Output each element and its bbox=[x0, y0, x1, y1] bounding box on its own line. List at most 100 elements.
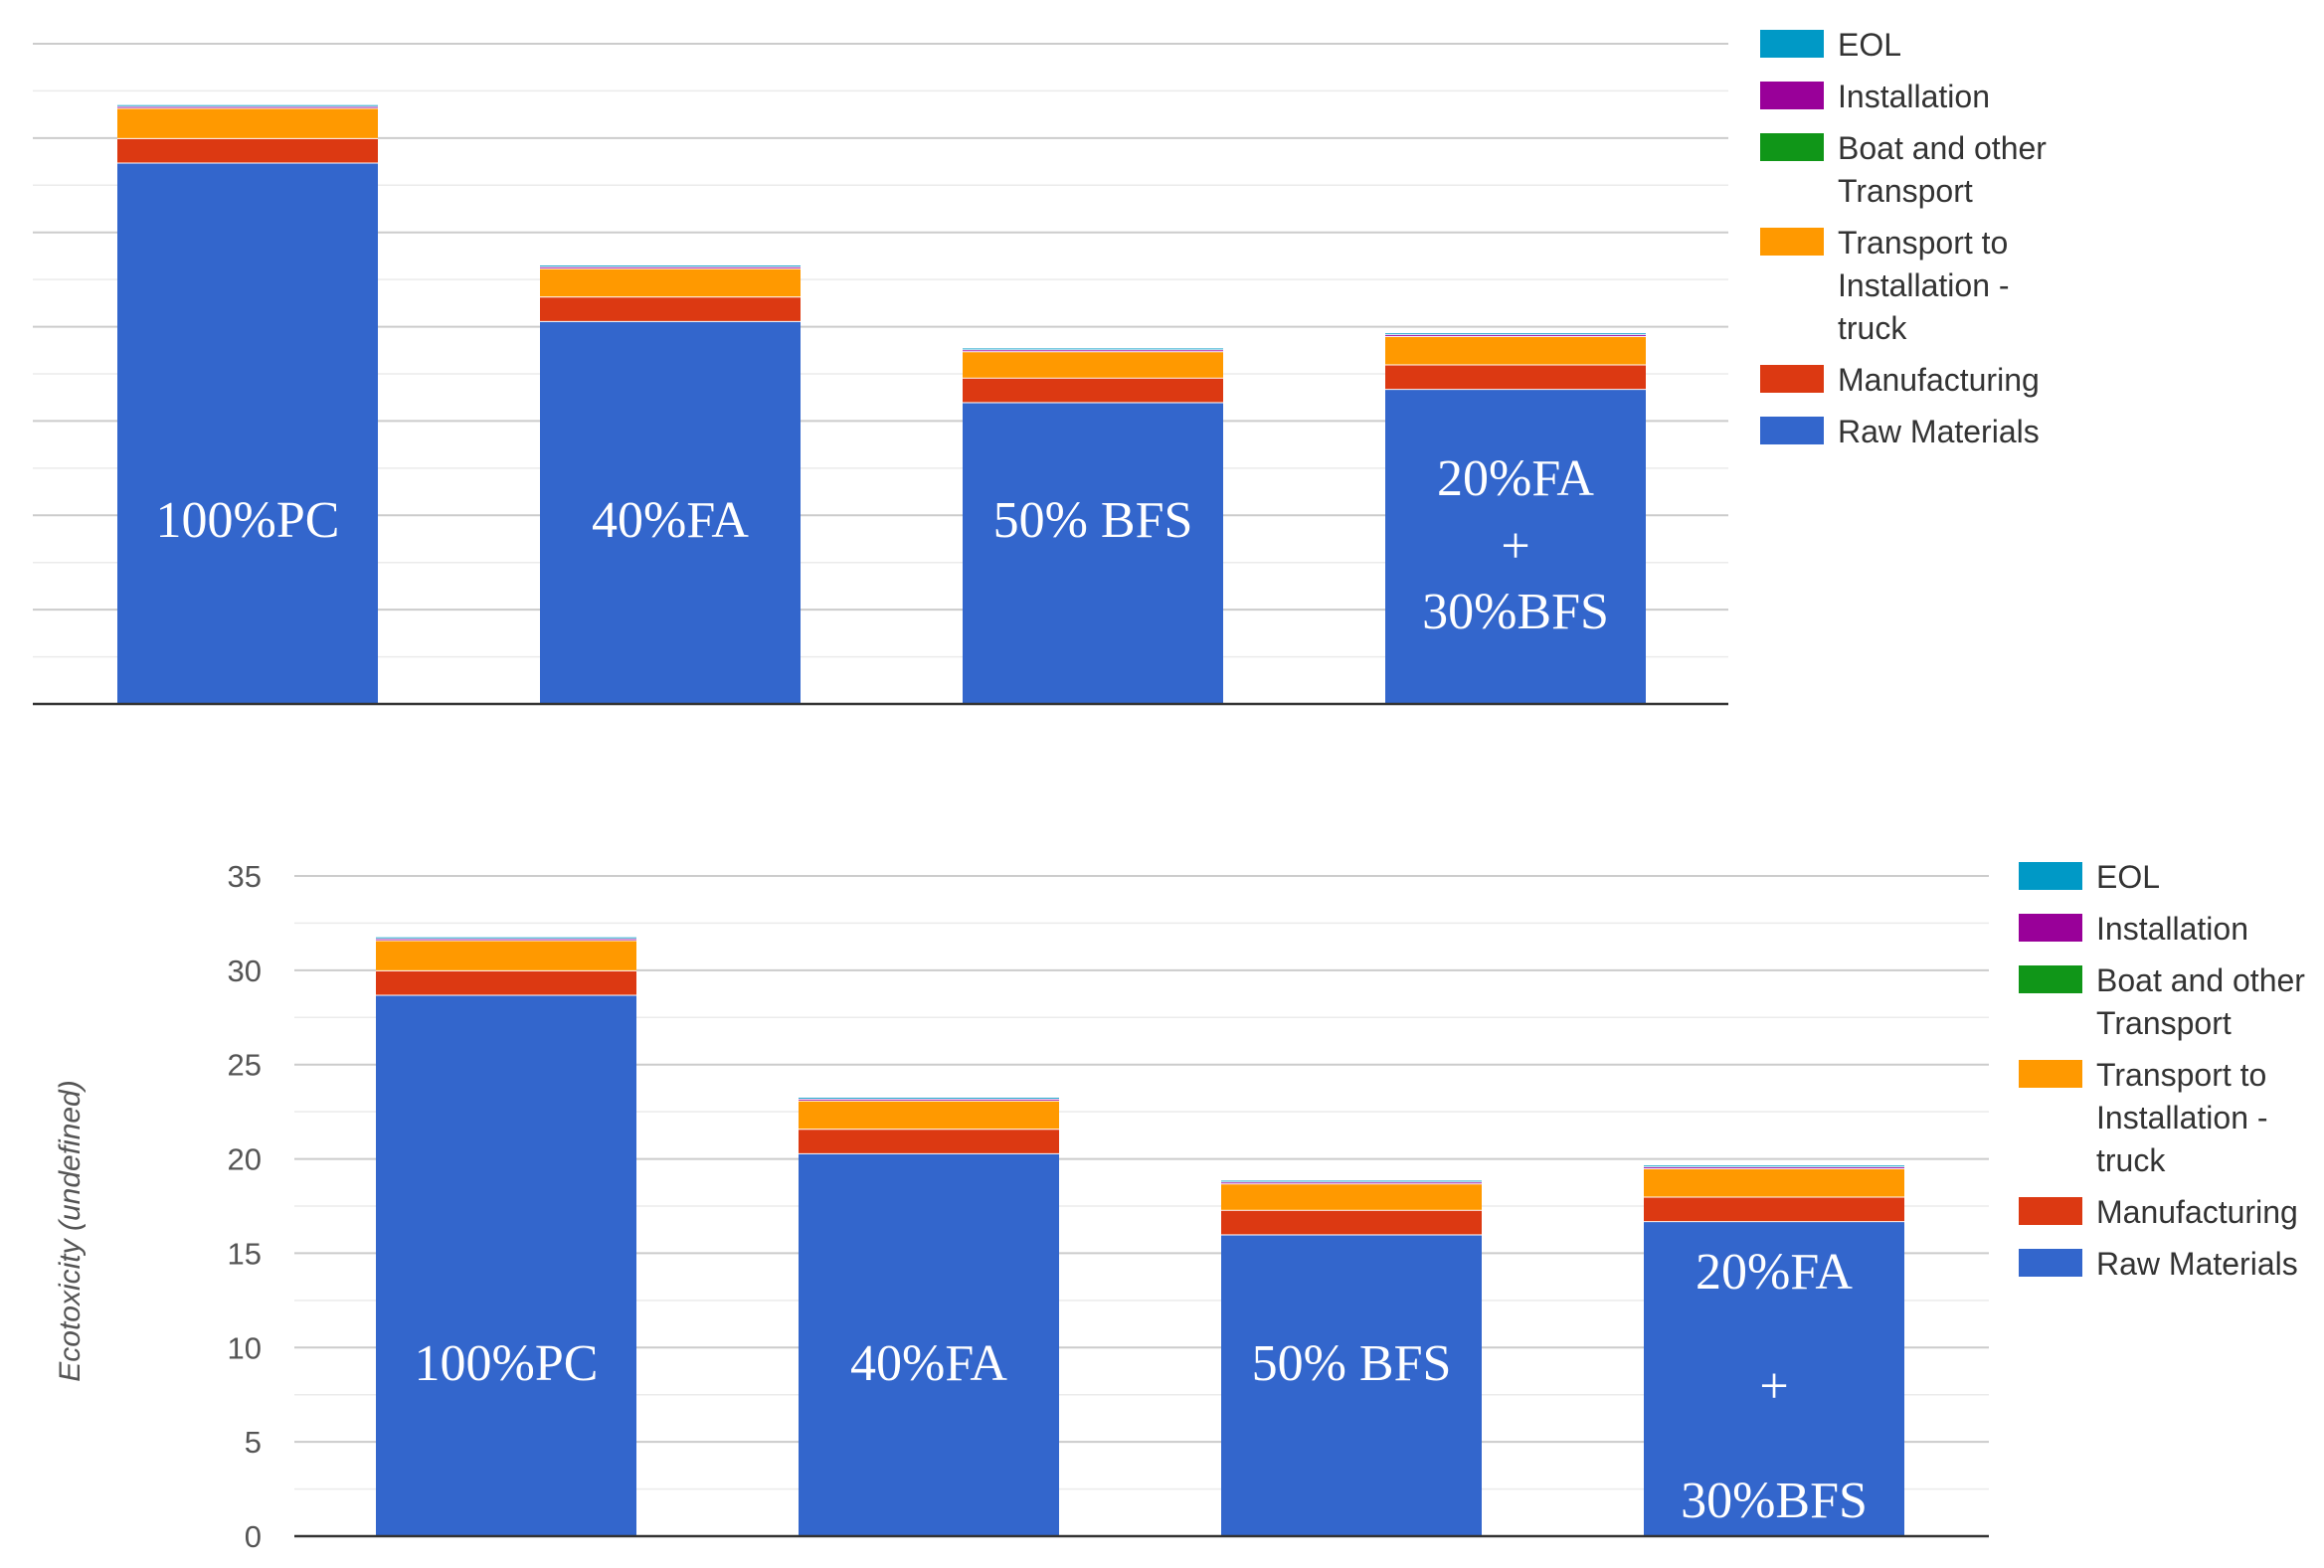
legend-swatch bbox=[1760, 365, 1824, 393]
y-tick-label: 30 bbox=[228, 954, 262, 988]
bar-label: 30%BFS bbox=[1422, 584, 1609, 640]
legend-label: Installation bbox=[1838, 79, 1990, 114]
bar-segment-manufacturing bbox=[1385, 364, 1646, 390]
legend-item-manufacturing: Manufacturing bbox=[1760, 362, 2040, 398]
legend-label: Transport bbox=[2096, 1005, 2232, 1041]
y-tick-label: 15 bbox=[228, 1236, 262, 1271]
legend-swatch bbox=[1760, 228, 1824, 256]
legend-item-installation: Installation bbox=[1760, 79, 1990, 114]
bar-segment-manufacturing bbox=[963, 377, 1223, 403]
bar-label: 100%PC bbox=[415, 1335, 599, 1392]
y-tick-label: 5 bbox=[245, 1425, 262, 1460]
legend-label: Manufacturing bbox=[1838, 362, 2040, 398]
bar-segment-manufacturing bbox=[540, 296, 801, 321]
bar-50-bfs: 50% BFS bbox=[963, 346, 1223, 704]
legend-swatch bbox=[2019, 965, 2082, 993]
bar-segment-manufacturing bbox=[1221, 1209, 1482, 1235]
bar-segment-transport-to-installation-truck bbox=[117, 107, 378, 138]
legend-swatch bbox=[1760, 30, 1824, 58]
chart-top: 100%PC 40%FA 50% BFS 20%FA +30%BFS EOL Install… bbox=[33, 27, 2047, 706]
bar-label: 40%FA bbox=[850, 1335, 1007, 1392]
bar-segment-transport-to-installation-truck bbox=[1385, 336, 1646, 365]
bar-segment-transport-to-installation-truck bbox=[1221, 1183, 1482, 1210]
legend-label: EOL bbox=[2096, 859, 2160, 895]
legend-item-transport-to-installation-truck: Transport to Installation - truck bbox=[1760, 225, 2010, 346]
bar-segment-transport-to-installation-truck bbox=[376, 940, 636, 970]
legend-label: Transport to bbox=[2096, 1057, 2266, 1093]
bar-segment-raw-materials bbox=[799, 1152, 1059, 1536]
legend-item-raw-materials: Raw Materials bbox=[2019, 1246, 2298, 1282]
bar-segment-raw-materials bbox=[963, 402, 1223, 704]
bar-label: 40%FA bbox=[592, 492, 749, 549]
legend-label: Transport bbox=[1838, 173, 1973, 209]
bar-label: + bbox=[1501, 518, 1529, 575]
bar-label: 50% BFS bbox=[1252, 1335, 1452, 1392]
bar-label: 30%BFS bbox=[1681, 1473, 1868, 1529]
bar-segment-raw-materials bbox=[1385, 389, 1646, 704]
legend-item-raw-materials: Raw Materials bbox=[1760, 414, 2040, 449]
legend-swatch bbox=[2019, 1060, 2082, 1088]
legend-label: Raw Materials bbox=[1838, 414, 2040, 449]
y-tick-label: 0 bbox=[245, 1519, 262, 1554]
bar-label: + bbox=[1759, 1358, 1788, 1415]
legend-item-installation: Installation bbox=[2019, 911, 2248, 947]
bar-label: 50% BFS bbox=[993, 492, 1193, 549]
bar-100-pc: 100%PC bbox=[117, 102, 378, 704]
y-tick-label: 35 bbox=[228, 859, 262, 894]
legend-item-eol: EOL bbox=[2019, 859, 2160, 895]
legend: EOL Installation Boat and other Transport Tr… bbox=[2019, 859, 2305, 1282]
legend-swatch bbox=[2019, 1197, 2082, 1225]
legend-item-boat-and-other-transport: Boat and other Transport bbox=[1760, 130, 2047, 209]
y-tick-label: 25 bbox=[228, 1048, 262, 1083]
legend-label: Raw Materials bbox=[2096, 1246, 2298, 1282]
y-tick-label: 20 bbox=[228, 1142, 262, 1177]
bar-label: 20%FA bbox=[1437, 450, 1594, 507]
bar-segment-transport-to-installation-truck bbox=[540, 267, 801, 297]
bar-40-fa: 40%FA bbox=[540, 262, 801, 704]
bar-segment-raw-materials bbox=[1221, 1234, 1482, 1536]
bar-segment-transport-to-installation-truck bbox=[963, 351, 1223, 378]
legend-item-transport-to-installation-truck: Transport to Installation - truck bbox=[2019, 1057, 2268, 1178]
legend-label: Boat and other bbox=[1838, 130, 2047, 166]
legend: EOL Installation Boat and other Transport Tr… bbox=[1760, 27, 2047, 449]
legend-label: Installation bbox=[2096, 911, 2248, 947]
legend-label: truck bbox=[1838, 310, 1907, 346]
bar-label: 100%PC bbox=[156, 492, 340, 549]
bar-50-bfs: 50% BFS bbox=[1221, 1178, 1482, 1536]
bar-segment-manufacturing bbox=[799, 1129, 1059, 1153]
bar-label: 20%FA bbox=[1696, 1244, 1853, 1301]
bar-segment-manufacturing bbox=[1644, 1196, 1904, 1222]
legend-label: Transport to bbox=[1838, 225, 2008, 261]
legend-swatch bbox=[2019, 914, 2082, 942]
chart-bottom: 0 5 10 15 20 25 30 35 Ecotoxicity (undefined) 100… bbox=[54, 859, 2305, 1554]
bar-segment-raw-materials bbox=[1644, 1221, 1904, 1536]
bar-segment-raw-materials bbox=[376, 994, 636, 1536]
y-axis-label: Ecotoxicity (undefined) bbox=[54, 1080, 87, 1382]
bar-20-fa-30-bfs: 20%FA +30%BFS bbox=[1385, 331, 1646, 704]
legend-swatch bbox=[1760, 133, 1824, 161]
legend-label: Boat and other bbox=[2096, 962, 2305, 998]
legend-label: Manufacturing bbox=[2096, 1194, 2298, 1230]
legend-swatch bbox=[1760, 82, 1824, 109]
legend-label: Installation - bbox=[2096, 1100, 2268, 1135]
bar-segment-transport-to-installation-truck bbox=[1644, 1168, 1904, 1197]
legend-swatch bbox=[1760, 417, 1824, 444]
y-tick-label: 10 bbox=[228, 1330, 262, 1365]
legend-label: Installation - bbox=[1838, 267, 2010, 303]
legend-item-manufacturing: Manufacturing bbox=[2019, 1194, 2298, 1230]
legend-swatch bbox=[2019, 1249, 2082, 1277]
legend-label: truck bbox=[2096, 1142, 2166, 1178]
bar-segment-raw-materials bbox=[540, 320, 801, 704]
legend-item-boat-and-other-transport: Boat and other Transport bbox=[2019, 962, 2305, 1041]
legend-label: EOL bbox=[1838, 27, 1901, 63]
bar-segment-manufacturing bbox=[117, 137, 378, 163]
bar-100-pc: 100%PC bbox=[376, 935, 636, 1536]
bar-segment-manufacturing bbox=[376, 969, 636, 995]
bar-40-fa: 40%FA bbox=[799, 1095, 1059, 1536]
bar-segment-transport-to-installation-truck bbox=[799, 1100, 1059, 1130]
bar-20-fa-30-bfs: 20%FA +30%BFS bbox=[1644, 1163, 1904, 1536]
legend-swatch bbox=[2019, 862, 2082, 890]
legend-item-eol: EOL bbox=[1760, 27, 1901, 63]
bar-segment-raw-materials bbox=[117, 162, 378, 704]
